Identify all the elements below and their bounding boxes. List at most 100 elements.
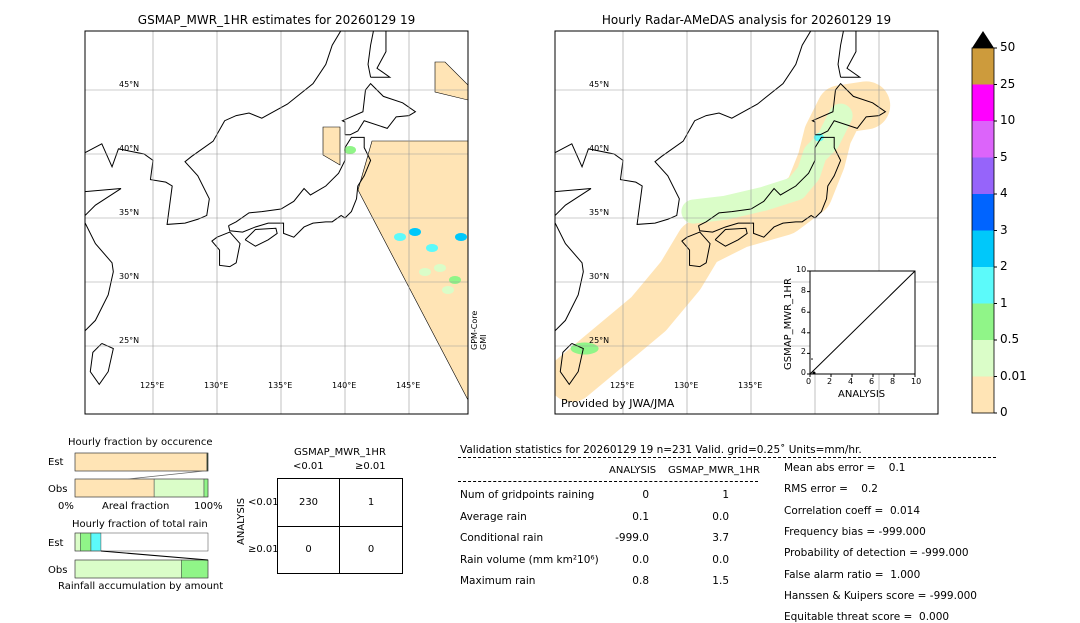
lat-tick-label: 30°N xyxy=(589,272,610,281)
map-frame xyxy=(554,30,939,415)
stat-analysis-value: 0 xyxy=(642,489,649,501)
stat-gsmap-value: 0.0 xyxy=(712,553,729,566)
stat-label: Num of gridpoints raining xyxy=(460,489,595,501)
inset-diagonal xyxy=(809,270,916,375)
lat-tick-label: 25°N xyxy=(589,336,610,345)
fraction-bar-segment xyxy=(74,452,208,472)
fraction-bar-segment xyxy=(90,532,102,552)
inset-xtick-label: 8 xyxy=(890,377,896,386)
colorbar-label: 10 xyxy=(1000,113,1016,127)
contingency-row-1: <0.01 xyxy=(248,497,279,508)
lat-tick-label: 35°N xyxy=(589,208,610,217)
inset-ylabel: GSMAP_MWR_1HR xyxy=(783,278,794,370)
swath-label: GPM-Core GMI xyxy=(470,310,494,355)
score-line: False alarm ratio = 1.000 xyxy=(784,568,921,581)
coastline-honshu xyxy=(698,136,842,238)
inset-ytick-label: 0 xyxy=(800,368,806,377)
occurrence-title: Hourly fraction by occurence xyxy=(68,437,213,448)
colorbar-segment xyxy=(972,194,994,231)
inset-ytick-label: 8 xyxy=(800,285,806,295)
fraction-bar-segment xyxy=(153,478,205,498)
stats-col-gsmap: GSMAP_MWR_1HR xyxy=(668,465,760,476)
cell-00: 230 xyxy=(298,497,319,508)
coastline-korea xyxy=(555,31,812,225)
rain-obs-label: Obs xyxy=(48,565,68,576)
colorbar-label: 0.5 xyxy=(1000,332,1020,346)
lat-tick-label: 40°N xyxy=(589,144,610,153)
contingency-col-1: <0.01 xyxy=(293,461,324,472)
fraction-bar-segment xyxy=(74,559,182,579)
coastline-sakhalin xyxy=(367,31,392,78)
contingency-col-2: ≥0.01 xyxy=(355,461,386,472)
coastline-sakhalin xyxy=(837,31,862,78)
swath-label-line1: GPM-Core xyxy=(470,310,479,350)
colorbar-segment xyxy=(972,267,994,304)
colorbar-label: 50 xyxy=(1000,40,1016,54)
colorbar-label: 5 xyxy=(1000,149,1008,164)
colorbar-label: 25 xyxy=(1000,76,1016,91)
inset-ytick-label: 2 xyxy=(800,347,806,357)
inset-point xyxy=(812,371,816,375)
inset-xlabel: ANALYSIS xyxy=(838,389,886,400)
score-line: Frequency bias = -999.000 xyxy=(784,525,926,538)
contingency-row-2: ≥0.01 xyxy=(248,544,279,555)
cell-11: 0 xyxy=(367,544,375,555)
colorbar-extend-arrow xyxy=(972,31,994,48)
swath-area xyxy=(434,61,468,101)
swath-label-line2: GMI xyxy=(479,334,488,350)
swath-area xyxy=(357,140,468,401)
lat-tick-label: 35°N xyxy=(119,208,140,217)
credit: Provided by JWA/JMA xyxy=(561,397,675,410)
stat-label: Conditional rain xyxy=(460,532,544,544)
lon-tick-label: 145°E xyxy=(396,381,421,390)
lon-tick-label: 125°E xyxy=(610,381,635,390)
coastline-shikoku xyxy=(244,227,278,247)
coastline-china xyxy=(85,188,122,332)
rain-cell xyxy=(813,133,824,142)
score-line: RMS error = 0.2 xyxy=(784,483,878,496)
inset-xtick-label: 10 xyxy=(911,377,922,386)
colorbar-segment xyxy=(972,121,994,158)
occ-xtick-left: 0% xyxy=(58,501,74,512)
rain-cell xyxy=(409,228,421,236)
score-line: Hanssen & Kuipers score = -999.000 xyxy=(784,589,977,602)
swath-area xyxy=(322,126,341,166)
fraction-bar-segment xyxy=(74,478,155,498)
lon-tick-label: 125°E xyxy=(140,381,165,390)
contingency-row-label: ANALYSIS xyxy=(236,497,247,545)
colorbar-segment xyxy=(972,48,994,85)
inset-xtick-label: 4 xyxy=(848,377,854,386)
inset-xtick-label: 2 xyxy=(827,377,833,386)
fraction-bar-segment xyxy=(74,532,81,552)
map-frame xyxy=(84,30,469,415)
stats-col-analysis: ANALYSIS xyxy=(609,465,657,476)
coastline-taiwan xyxy=(89,342,114,386)
colorbar-segment xyxy=(972,376,994,413)
coastline-kyushu xyxy=(211,231,241,268)
rain-cell xyxy=(449,276,461,284)
coastline-taiwan xyxy=(559,342,584,386)
gsmap-map xyxy=(85,31,468,414)
inset-point xyxy=(811,358,813,360)
lat-tick-label: 25°N xyxy=(119,336,140,345)
stat-gsmap-value: 1.5 xyxy=(712,575,729,587)
rain-xlabel: Rainfall accumulation by amount xyxy=(58,581,224,592)
coastline-hokkaido xyxy=(341,82,417,136)
cell-10: 0 xyxy=(305,544,312,555)
fraction-bar-segment xyxy=(181,559,209,579)
occ-xlabel: Areal fraction xyxy=(102,501,170,512)
lon-tick-label: 140°E xyxy=(332,381,357,390)
lon-tick-label: 135°E xyxy=(268,381,293,390)
score-line: Correlation coeff = 0.014 xyxy=(784,504,920,517)
light-rain-area xyxy=(681,103,853,224)
stat-analysis-value: 0.1 xyxy=(632,510,649,523)
colorbar-label: 3 xyxy=(1000,222,1008,237)
colorbar-segment xyxy=(972,230,994,267)
stat-label: Average rain xyxy=(460,510,527,523)
colorbar-label: 0 xyxy=(1000,405,1008,419)
colorbar-label: 0.01 xyxy=(1000,368,1027,383)
left-map-title: GSMAP_MWR_1HR estimates for 20260129 19 xyxy=(137,13,416,27)
colorbar-segment xyxy=(972,303,994,340)
stat-gsmap-value: 0.0 xyxy=(712,510,729,523)
